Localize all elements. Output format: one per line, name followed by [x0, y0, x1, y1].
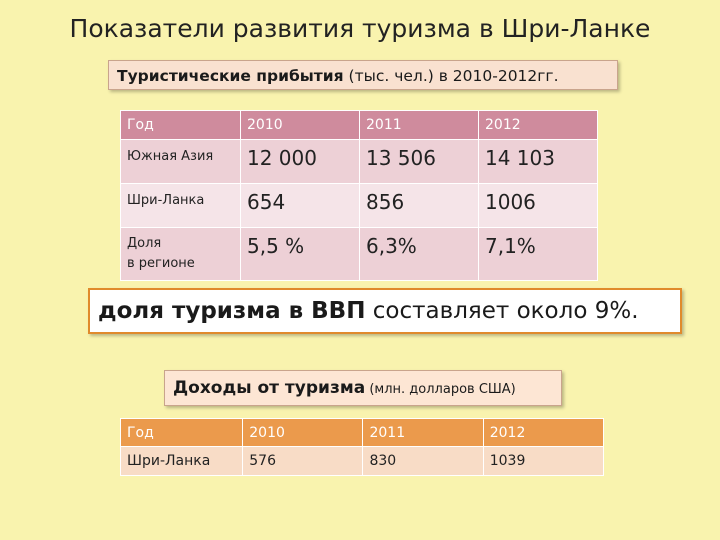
gdp-share-rest: составляет около 9%. [365, 298, 639, 324]
slide-title: Показатели развития туризма в Шри-Ланке [69, 14, 651, 43]
arrivals-heading-box: Туристические прибытия (тыс. чел.) в 201… [108, 60, 618, 90]
table-cell: 1039 [482, 446, 605, 476]
table-cell: 14 103 [478, 139, 598, 184]
header-cell: Год [119, 418, 244, 447]
header-cell: 2010 [240, 110, 360, 140]
row-label: Доля в регионе [120, 227, 241, 281]
income-table: Год 2010 2011 2012 Шри-Ланка 576 830 103… [119, 418, 605, 476]
gdp-share-bold: доля туризма в ВВП [98, 298, 366, 324]
row-label-line1: Доля [127, 236, 162, 251]
income-heading-bold: Доходы от туризма [173, 378, 366, 398]
table-cell: 654 [240, 183, 360, 228]
arrivals-heading-bold: Туристические прибытия [117, 67, 344, 85]
table-cell: 856 [359, 183, 479, 228]
header-cell: 2012 [482, 418, 605, 447]
row-label: Шри-Ланка [119, 446, 244, 476]
header-cell: 2012 [478, 110, 598, 140]
row-label: Шри-Ланка [120, 183, 241, 228]
table-row: Шри-Ланка 576 830 1039 [119, 446, 605, 476]
table-cell: 7,1% [478, 227, 598, 281]
header-cell: 2010 [242, 418, 364, 447]
table-row: Южная Азия 12 000 13 506 14 103 [120, 139, 598, 184]
table-cell: 576 [242, 446, 364, 476]
header-cell: 2011 [359, 110, 479, 140]
row-label: Южная Азия [120, 139, 241, 184]
table-cell: 13 506 [359, 139, 479, 184]
row-label-line2: в регионе [127, 256, 195, 271]
header-cell: Год [120, 110, 241, 140]
table-cell: 6,3% [359, 227, 479, 281]
income-header-row: Год 2010 2011 2012 [119, 418, 605, 447]
table-row: Доля в регионе 5,5 % 6,3% 7,1% [120, 227, 598, 281]
table-row: Шри-Ланка 654 856 1006 [120, 183, 598, 228]
table-cell: 12 000 [240, 139, 360, 184]
table-cell: 830 [362, 446, 484, 476]
arrivals-table: Год 2010 2011 2012 Южная Азия 12 000 13 … [120, 110, 598, 281]
income-heading-box: Доходы от туризма (млн. долларов США) [164, 370, 562, 406]
table-cell: 5,5 % [240, 227, 360, 281]
arrivals-heading-rest: (тыс. чел.) в 2010-2012гг. [343, 67, 559, 85]
table-cell: 1006 [478, 183, 598, 228]
arrivals-header-row: Год 2010 2011 2012 [120, 110, 598, 140]
income-heading-small: (млн. долларов США) [365, 382, 516, 397]
header-cell: 2011 [362, 418, 484, 447]
gdp-share-box: доля туризма в ВВП составляет около 9%. [88, 288, 682, 334]
